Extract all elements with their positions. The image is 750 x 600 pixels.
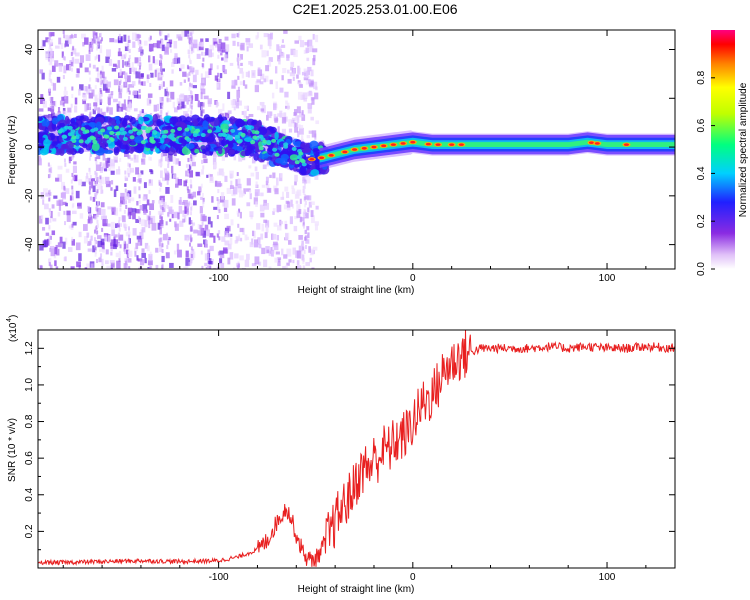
- x-tick-label: 0: [410, 572, 416, 583]
- y-tick-label: 0.2: [24, 524, 35, 538]
- y-tick-label: 40: [24, 44, 35, 56]
- y-tick-label: -20: [24, 188, 35, 203]
- snr-scale-label: (x10 4 ): [6, 315, 19, 342]
- snr-xlabel: Height of straight line (km): [298, 584, 415, 595]
- spectrogram-image: [38, 30, 675, 269]
- x-tick-label: -100: [209, 572, 229, 583]
- spectrogram-ylabel: Frequency (Hz): [7, 116, 18, 185]
- spectrogram-xlabel: Height of straight line (km): [298, 285, 415, 296]
- snr-scale-base: (x10: [8, 322, 19, 342]
- y-tick-label: 1.2: [24, 341, 35, 355]
- chart-title: C2E1.2025.253.01.00.E06: [292, 1, 457, 17]
- snr-frame: [37, 329, 676, 569]
- y-tick-label: 0.6: [24, 451, 35, 465]
- spectrogram-frame: [37, 29, 676, 270]
- y-tick-label: 0: [24, 144, 35, 150]
- x-tick-label: 100: [599, 572, 616, 583]
- colorbar-gradient: [711, 30, 735, 269]
- spectrogram-panel: -100 0 100 40 20 0 -20 -40 Height of straight l…: [7, 29, 676, 296]
- snr-series-line: [38, 330, 675, 567]
- colorbar-label: Normalized spectral amplitude: [738, 82, 749, 217]
- snr-ylabel: SNR (10 * v/v): [7, 418, 18, 482]
- x-tick-label: 100: [599, 273, 616, 284]
- colorbar-tick-label: 0.8: [696, 70, 707, 84]
- y-tick-label: 0.4: [24, 487, 35, 501]
- x-tick-label: -100: [209, 273, 229, 284]
- snr-scale-close: ): [8, 315, 19, 318]
- y-tick-label: 0.8: [24, 414, 35, 428]
- colorbar-tick-label: 0.6: [696, 118, 707, 132]
- y-tick-label: -40: [24, 237, 35, 252]
- y-tick-label: 1.0: [24, 378, 35, 392]
- x-tick-label: 0: [410, 273, 416, 284]
- snr-scale-exponent: 4: [6, 318, 13, 322]
- colorbar-tick-label: 0.2: [696, 214, 707, 228]
- colorbar-tick-label: 0.4: [696, 166, 707, 180]
- colorbar: 0.0 0.2 0.4 0.6 0.8 Normalized spectral ampl…: [696, 30, 749, 276]
- snr-panel: -100 0 100 0.2 0.4 0.6 0.8 1.0 1.2 Height of str…: [6, 315, 676, 595]
- y-tick-label: 20: [24, 92, 35, 104]
- colorbar-tick-label: 0.0: [696, 262, 707, 276]
